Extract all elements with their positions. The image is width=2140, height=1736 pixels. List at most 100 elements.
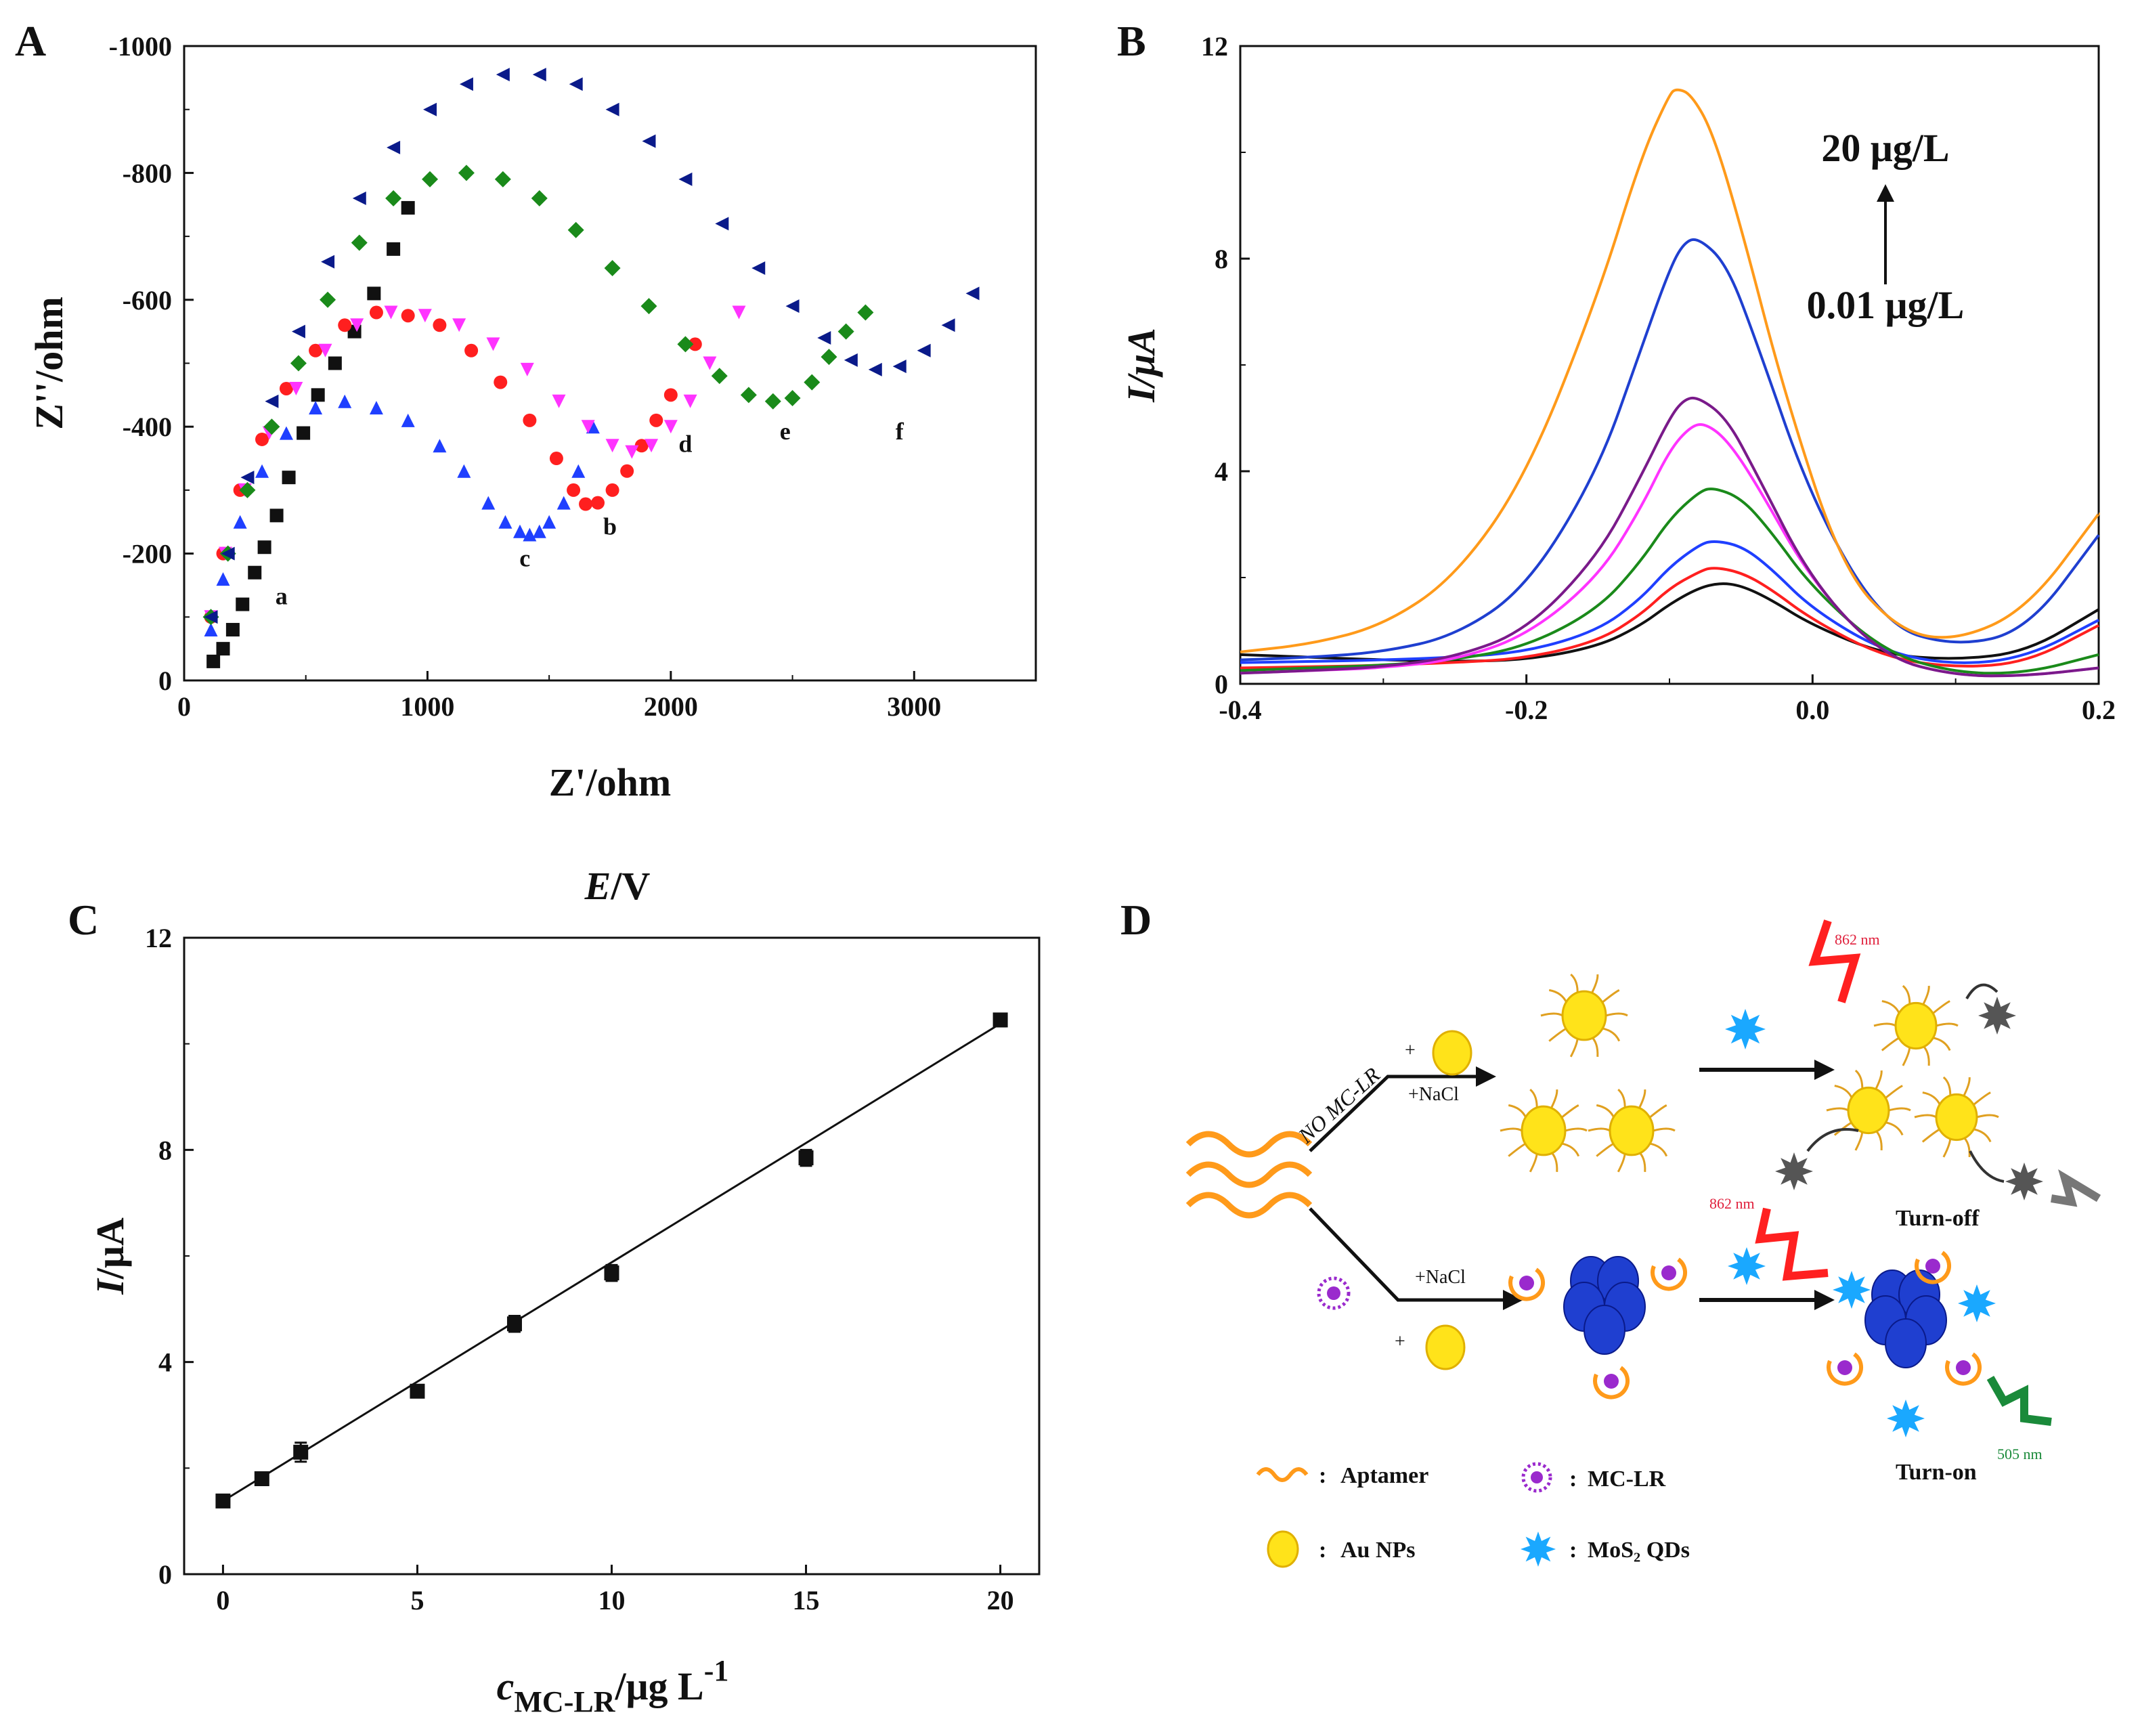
data-point-triangle-down <box>350 318 364 332</box>
data-point-triangle-down <box>520 362 534 376</box>
aptamer-hook <box>1651 1257 1688 1291</box>
y-tick-label: -1000 <box>109 31 172 62</box>
data-point-square <box>215 1493 231 1509</box>
aptamer-mclr-complex <box>1508 1267 1546 1301</box>
y-tick-label: 0 <box>158 1559 172 1590</box>
aptamer-ligand <box>1826 1107 1849 1112</box>
aptamer-ligand <box>1540 1012 1563 1017</box>
aptamer-ligand <box>1653 1127 1676 1132</box>
aptamer-mclr-complex <box>1945 1352 1982 1386</box>
aptamer-ligand <box>1884 1121 1904 1136</box>
data-point-triangle-down <box>663 420 678 434</box>
aptamer-ligand <box>1648 1142 1668 1157</box>
data-point-diamond <box>837 323 854 340</box>
data-point-triangle-left <box>868 362 882 376</box>
data-point-square <box>410 1383 425 1399</box>
y-axis-title: Z''/ohm <box>27 297 71 430</box>
au-np-icon <box>1432 1030 1472 1076</box>
y-title-i: I <box>88 1278 132 1295</box>
mos2-qd-icon <box>1833 1271 1871 1309</box>
mclr-core <box>1604 1374 1619 1389</box>
data-point-triangle-down <box>289 381 303 395</box>
data-point-circle <box>649 413 663 427</box>
data-point-triangle-left <box>352 191 366 205</box>
data-point-triangle-left <box>751 261 766 275</box>
x-title-sup: -1 <box>704 1654 729 1687</box>
aptamer-ligand <box>1881 1037 1900 1051</box>
au-np-with-aptamer <box>1500 1088 1588 1173</box>
data-point-square <box>311 388 325 402</box>
mclr-core <box>1925 1259 1940 1274</box>
annotation-arrowhead <box>1877 184 1894 202</box>
aptamer-ligand <box>1914 1114 1937 1119</box>
legend-mclr-label: MC-LR <box>1588 1467 1666 1492</box>
data-point-triangle-left <box>917 343 931 357</box>
x-tick-label: -0.2 <box>1505 695 1548 725</box>
x-title-sub: MC-LR <box>514 1685 615 1718</box>
data-point-square <box>236 597 250 611</box>
turn-on-cluster <box>1827 1251 2052 1437</box>
legend-mos2-label: MoS₂ QDs <box>1588 1538 1690 1563</box>
au-np-with-aptamer <box>1540 973 1628 1058</box>
y-axis-title: I/μA <box>1119 328 1163 403</box>
aptamer-ligand <box>1601 1027 1621 1042</box>
arrow-top-right-head <box>1814 1060 1835 1080</box>
panel-d-schematic: NO MC-LR + +NaCl +NaCl + Turn-off 862 nm… <box>1185 919 2101 1568</box>
x-axis-title: Z'/ohm <box>549 760 672 804</box>
mos2-qd-icon <box>1725 1009 1766 1049</box>
x-tick-label: 2000 <box>644 691 698 722</box>
data-point-triangle-down <box>486 337 500 351</box>
data-point-square <box>206 654 221 668</box>
aptamer-mclr-complex <box>1827 1352 1864 1386</box>
data-point-triangle-up <box>255 464 269 478</box>
data-point-triangle-left <box>459 77 473 91</box>
data-point-diamond <box>385 190 402 207</box>
data-point-diamond <box>263 418 280 435</box>
data-point-square <box>216 642 230 656</box>
aptamer-ligand <box>1972 1128 1992 1143</box>
laser-label-505: 505 nm <box>1997 1446 2043 1462</box>
data-point-triangle-down <box>645 439 659 453</box>
mclr-icon <box>1317 1276 1351 1310</box>
data-point-circle <box>523 413 537 427</box>
data-point-triangle-left <box>221 546 235 561</box>
series-line-0.01 <box>1240 582 2100 663</box>
data-point-circle <box>567 483 581 497</box>
data-point-circle <box>605 483 619 497</box>
data-point-square <box>282 471 296 485</box>
data-point-diamond <box>351 234 368 251</box>
data-point-square <box>604 1265 619 1281</box>
data-point-triangle-up <box>309 401 323 415</box>
au-np-core <box>1561 990 1607 1041</box>
legend-aptamer-label: Aptamer <box>1340 1463 1428 1488</box>
data-point-diamond <box>531 190 548 207</box>
data-point-circle <box>494 375 508 389</box>
mclr-core <box>1837 1360 1852 1375</box>
series-b: b <box>204 305 702 624</box>
data-point-triangle-up <box>433 439 447 453</box>
data-point-circle <box>338 318 352 332</box>
plot-frame <box>183 45 1037 682</box>
data-point-triangle-up <box>204 623 218 637</box>
au-np-core <box>1847 1086 1890 1135</box>
data-point-circle <box>634 439 649 453</box>
au-np-blue <box>1584 1305 1625 1355</box>
branch-top-line <box>1309 1075 1476 1152</box>
aptamer-hook <box>1827 1352 1864 1386</box>
data-point-circle <box>464 343 479 357</box>
y-tick-label: 0 <box>158 666 172 696</box>
au-np-core <box>1521 1105 1567 1156</box>
data-point-triangle-left <box>965 286 980 301</box>
data-point-triangle-down <box>452 318 466 332</box>
energy-transfer-arrow <box>1965 983 1999 1000</box>
data-point-triangle-up <box>481 496 496 510</box>
y-tick-label: 8 <box>158 1135 172 1165</box>
data-point-diamond <box>677 336 694 353</box>
au-np-with-aptamer <box>1826 1069 1911 1151</box>
data-point-triangle-up <box>498 515 512 529</box>
y-tick-label: -600 <box>123 285 172 316</box>
data-point-triangle-up <box>279 426 293 440</box>
mclr-core <box>1519 1276 1534 1290</box>
y-tick-label: -400 <box>123 412 172 442</box>
legend-mos2-star <box>1521 1532 1556 1567</box>
